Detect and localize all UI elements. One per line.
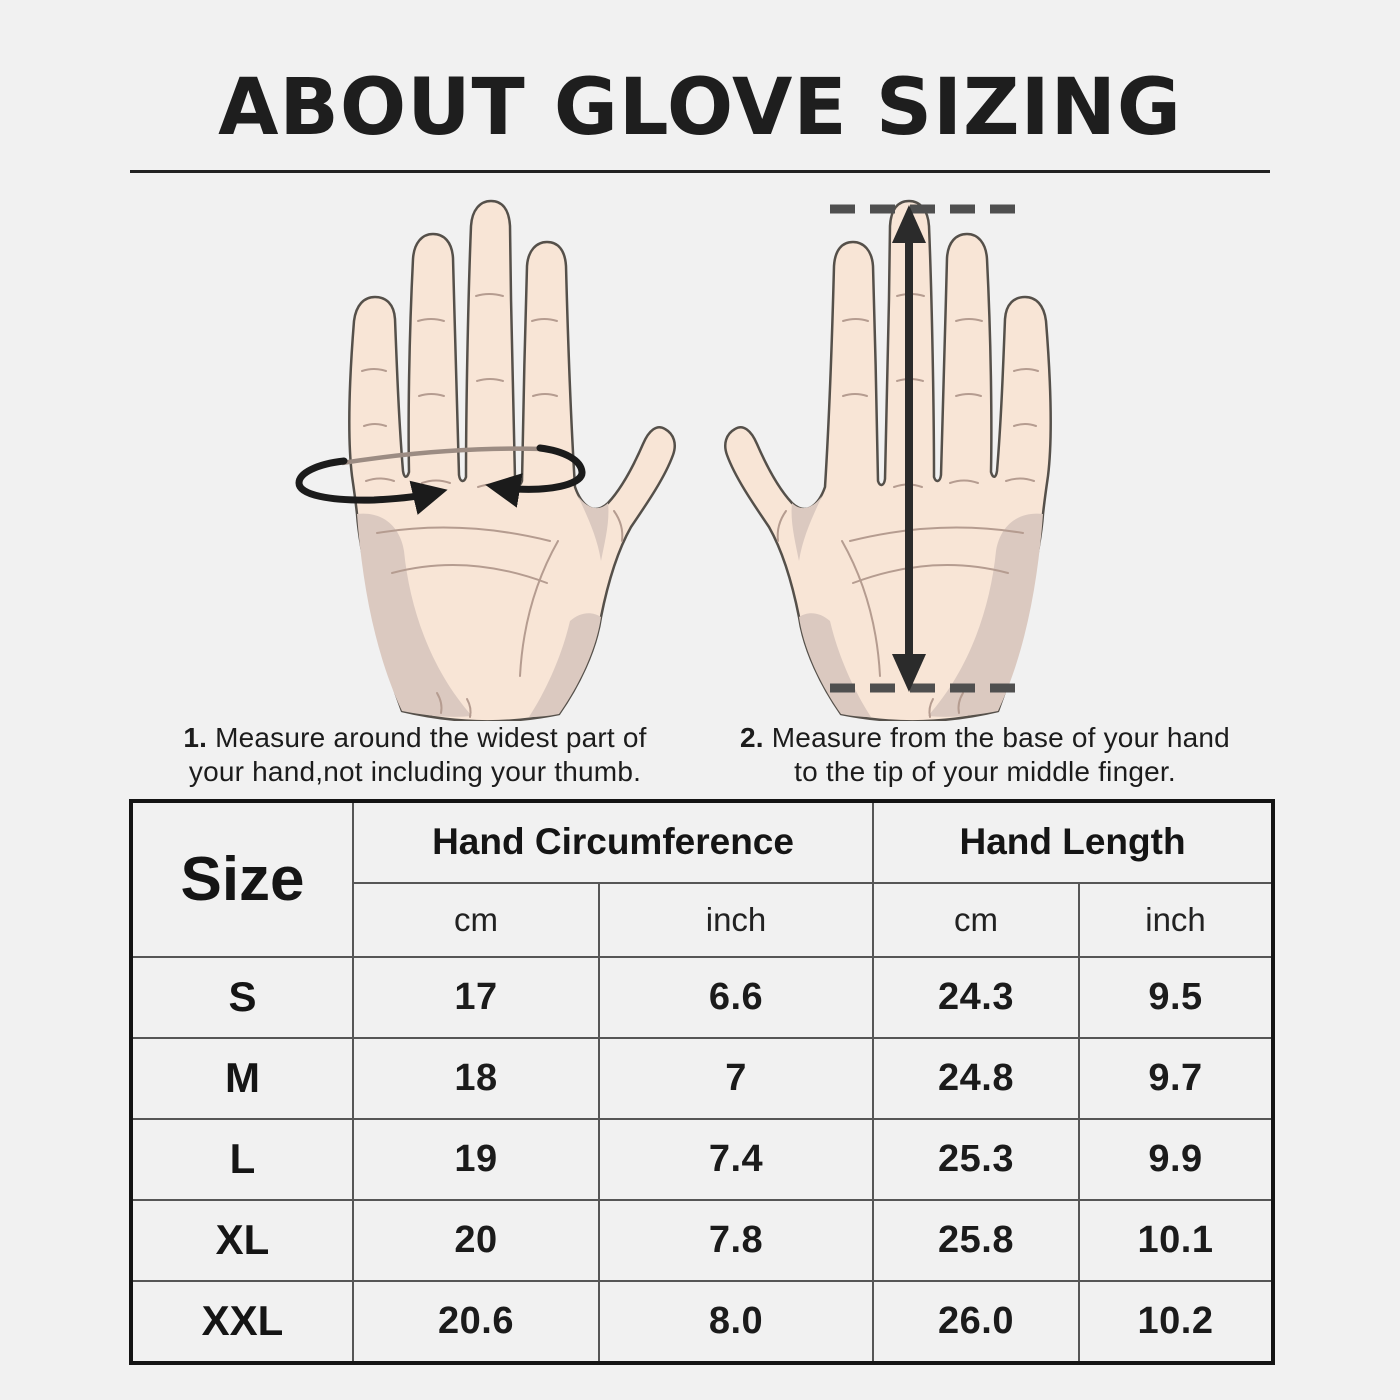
table-cell: 25.3 bbox=[872, 1117, 1081, 1201]
table-cell: 18 bbox=[352, 1036, 600, 1120]
unit-header: inch bbox=[597, 881, 875, 958]
table-cell: 10.1 bbox=[1078, 1198, 1275, 1282]
table-row: XXL 20.6 8.0 26.0 10.2 bbox=[130, 1279, 1275, 1364]
instruction-2-line1: 2. Measure from the base of your hand bbox=[707, 721, 1263, 755]
page-title: ABOUT GLOVE SIZING bbox=[218, 63, 1182, 153]
instruction-1-line1: 1. Measure around the widest part of bbox=[137, 721, 693, 755]
hand-shape bbox=[347, 199, 676, 721]
size-table: Size Hand Circumference Hand Length cm i… bbox=[129, 798, 1276, 1365]
size-cell: L bbox=[130, 1117, 354, 1201]
hand-length-illustration bbox=[724, 199, 1053, 721]
tape-back-line bbox=[341, 446, 545, 465]
hand-length-header: Hand Length bbox=[872, 799, 1275, 884]
size-cell: M bbox=[130, 1036, 354, 1120]
hand-illustrations-row bbox=[0, 181, 1400, 721]
instruction-1-number: 1. bbox=[183, 721, 208, 753]
table-header-row-groups: Size Hand Circumference Hand Length bbox=[130, 799, 1275, 958]
instruction-1-text: Measure around the widest part of bbox=[215, 721, 647, 753]
table-cell: 9.5 bbox=[1078, 955, 1275, 1039]
table-cell: 24.8 bbox=[872, 1036, 1081, 1120]
unit-header: inch bbox=[1078, 881, 1275, 958]
size-table-wrap: Size Hand Circumference Hand Length cm i… bbox=[129, 798, 1276, 1365]
table-cell: 8.0 bbox=[597, 1279, 875, 1364]
table-row: M 18 7 24.8 9.7 bbox=[130, 1036, 1275, 1120]
table-cell: 26.0 bbox=[872, 1279, 1081, 1364]
table-cell: 9.9 bbox=[1078, 1117, 1275, 1201]
size-cell: XL bbox=[130, 1198, 354, 1282]
unit-header: cm bbox=[352, 881, 600, 958]
instructions-row: 1. Measure around the widest part of you… bbox=[0, 721, 1400, 789]
table-cell: 7 bbox=[597, 1036, 875, 1120]
instruction-2: 2. Measure from the base of your hand to… bbox=[707, 721, 1263, 789]
instruction-2-text: Measure from the base of your hand bbox=[771, 721, 1230, 753]
unit-header: cm bbox=[872, 881, 1081, 958]
table-cell: 6.6 bbox=[597, 955, 875, 1039]
size-cell: S bbox=[130, 955, 354, 1039]
instruction-2-line2: to the tip of your middle finger. bbox=[794, 755, 1176, 787]
hand-shape-mirrored bbox=[724, 199, 1053, 721]
table-cell: 20 bbox=[352, 1198, 600, 1282]
table-cell: 9.7 bbox=[1078, 1036, 1275, 1120]
hand-circumference-header: Hand Circumference bbox=[351, 799, 875, 884]
table-cell: 19 bbox=[352, 1117, 600, 1201]
instruction-2-number: 2. bbox=[740, 721, 764, 753]
title-underline bbox=[130, 169, 1270, 173]
hand-circumference-illustration bbox=[295, 199, 676, 721]
table-row: S 17 6.6 24.3 9.5 bbox=[130, 955, 1275, 1039]
length-arrow-icon bbox=[892, 204, 926, 692]
table-cell: 20.6 bbox=[352, 1279, 600, 1364]
table-header-row-units: cm inch cm inch bbox=[131, 881, 1275, 958]
table-cell: 7.4 bbox=[597, 1117, 875, 1201]
table-cell: 7.8 bbox=[597, 1198, 875, 1282]
table-row: L 19 7.4 25.3 9.9 bbox=[130, 1117, 1275, 1201]
circumference-arrow-right-icon bbox=[485, 444, 586, 508]
table-cell: 17 bbox=[352, 955, 600, 1039]
table-cell: 24.3 bbox=[872, 955, 1081, 1039]
circumference-arrow-left-icon bbox=[295, 457, 448, 515]
instruction-1: 1. Measure around the widest part of you… bbox=[137, 721, 693, 789]
table-row: XL 20 7.8 25.8 10.1 bbox=[130, 1198, 1275, 1282]
table-cell: 10.2 bbox=[1078, 1279, 1275, 1364]
size-header: Size bbox=[130, 799, 354, 958]
size-cell: XXL bbox=[130, 1279, 354, 1364]
instruction-1-line2: your hand,not including your thumb. bbox=[188, 755, 642, 787]
table-cell: 25.8 bbox=[872, 1198, 1081, 1282]
